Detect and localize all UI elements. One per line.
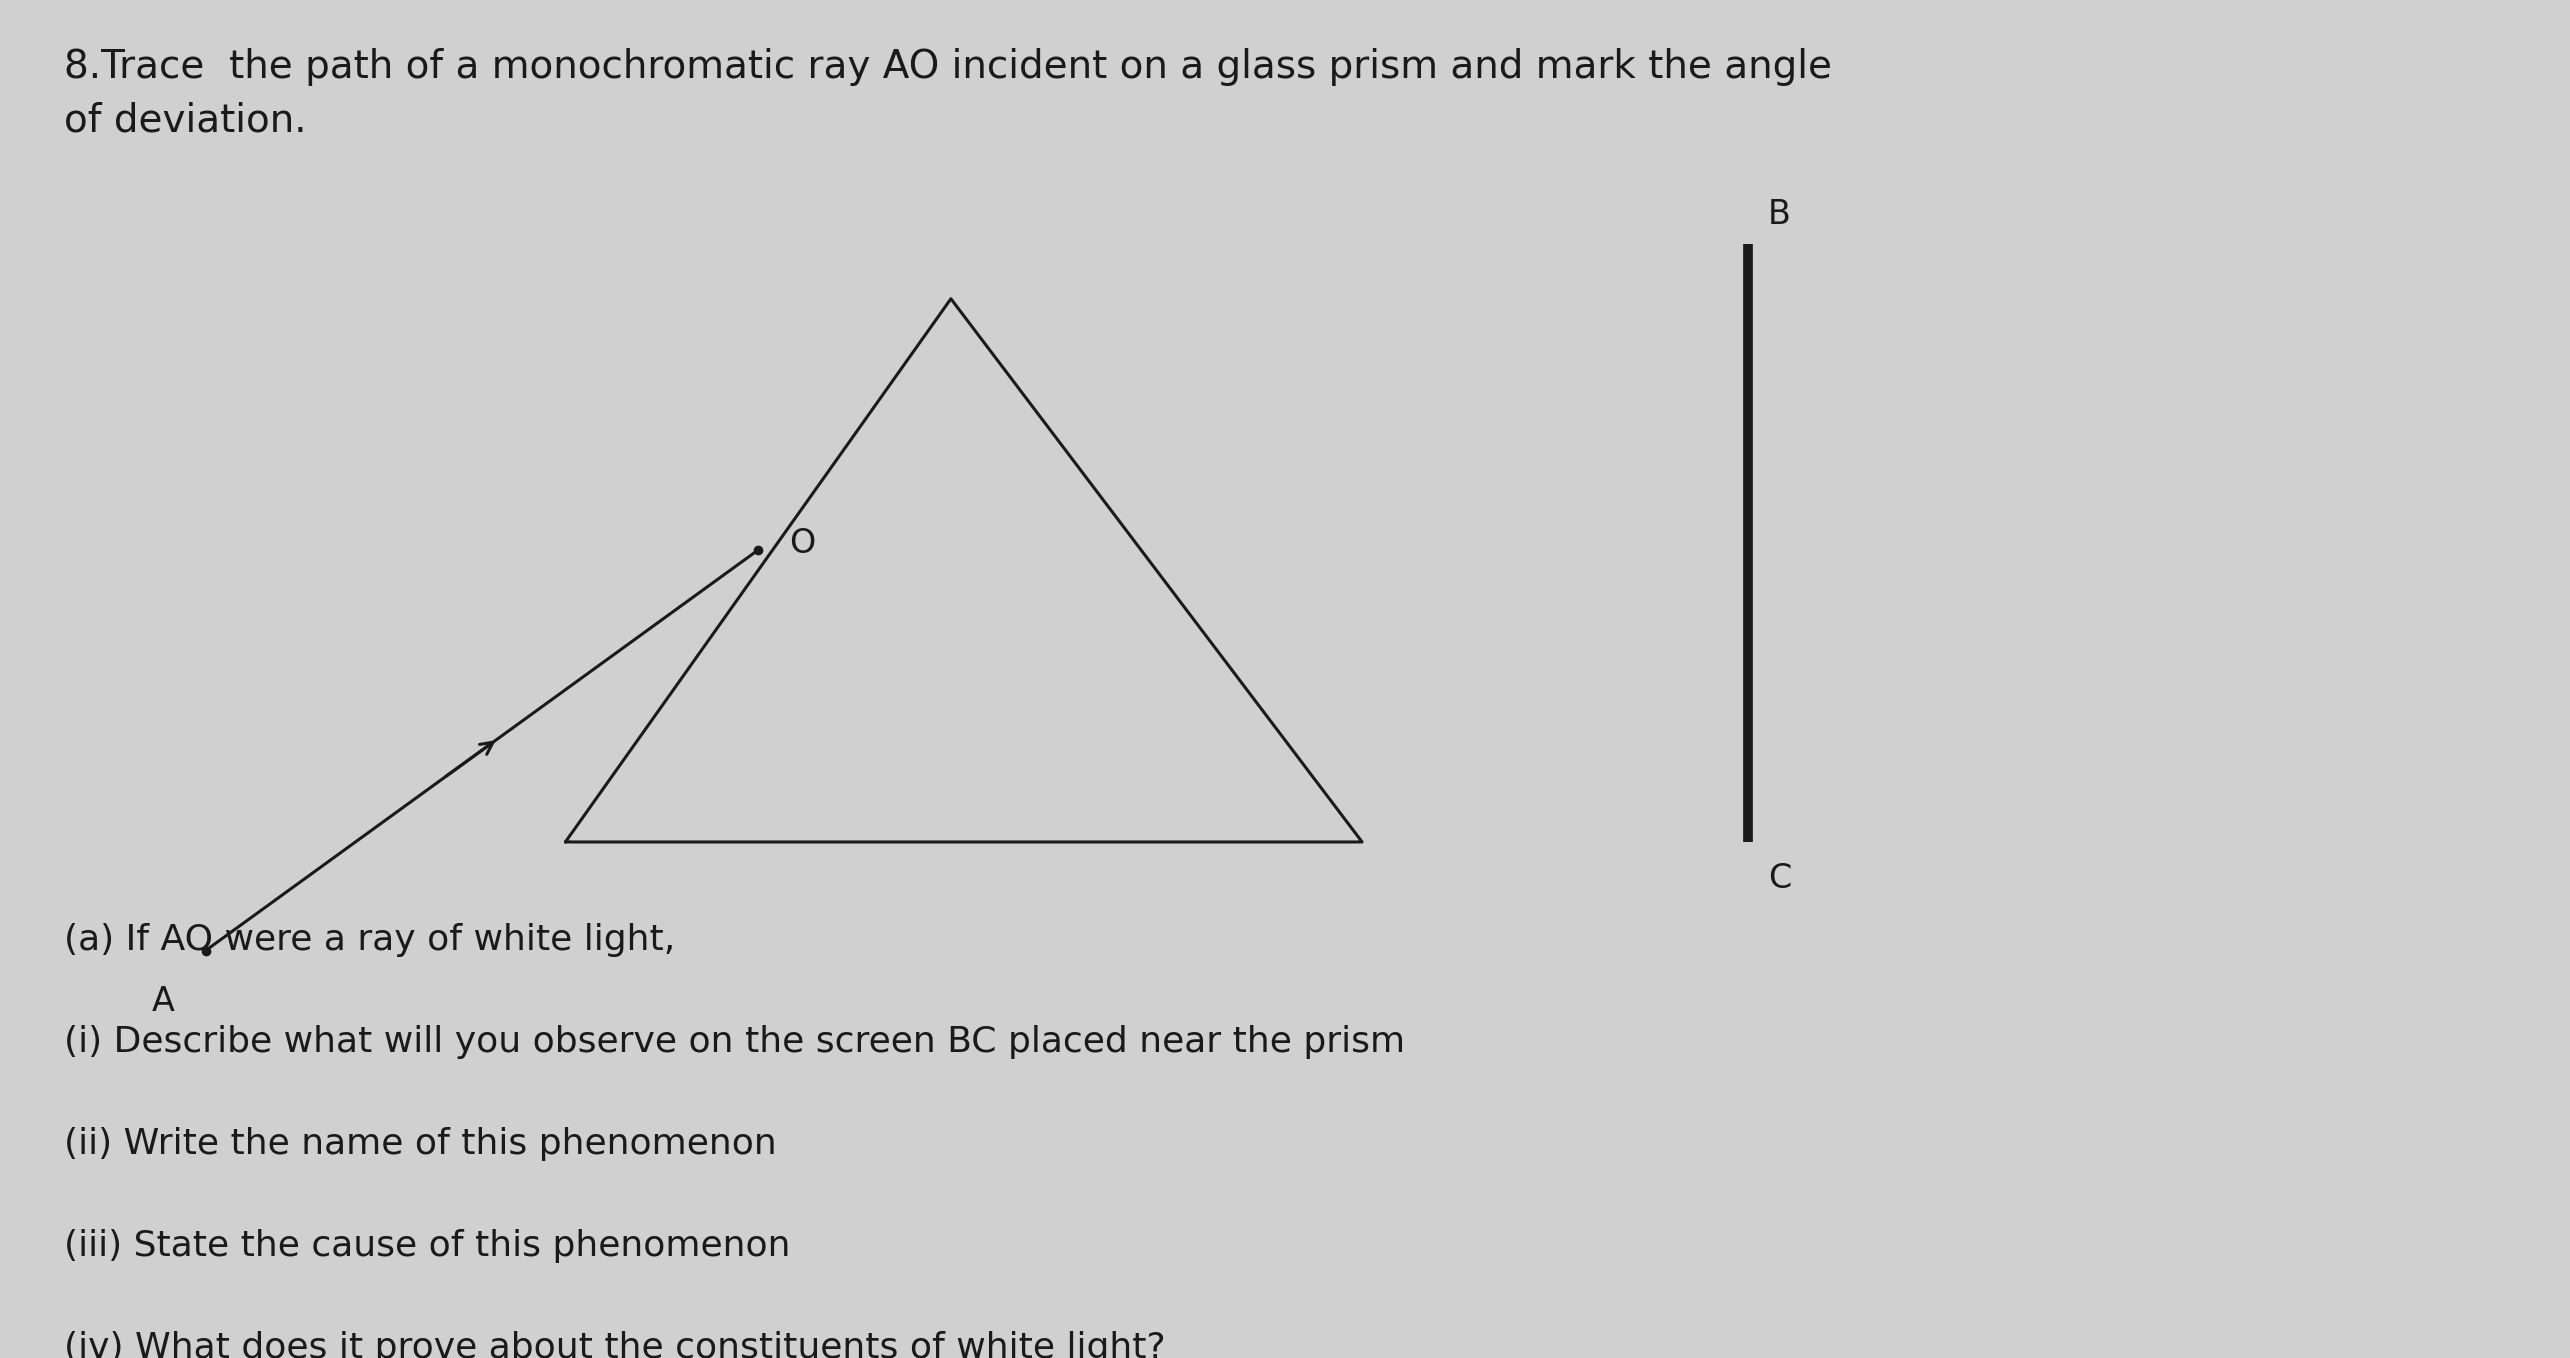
Text: (ii) Write the name of this phenomenon: (ii) Write the name of this phenomenon	[64, 1127, 776, 1161]
Text: (a) If AO were a ray of white light,: (a) If AO were a ray of white light,	[64, 923, 676, 957]
Text: C: C	[1768, 862, 1791, 895]
Text: B: B	[1768, 198, 1791, 231]
Text: A: A	[152, 985, 175, 1017]
Text: of deviation.: of deviation.	[64, 102, 306, 140]
Text: (iii) State the cause of this phenomenon: (iii) State the cause of this phenomenon	[64, 1229, 792, 1263]
Text: (i) Describe what will you observe on the screen BC placed near the prism: (i) Describe what will you observe on th…	[64, 1025, 1406, 1059]
Text: O: O	[789, 527, 815, 559]
Text: 8.Trace  the path of a monochromatic ray AO incident on a glass prism and mark t: 8.Trace the path of a monochromatic ray …	[64, 48, 1832, 86]
Text: (iv) What does it prove about the constituents of white light?: (iv) What does it prove about the consti…	[64, 1331, 1167, 1358]
